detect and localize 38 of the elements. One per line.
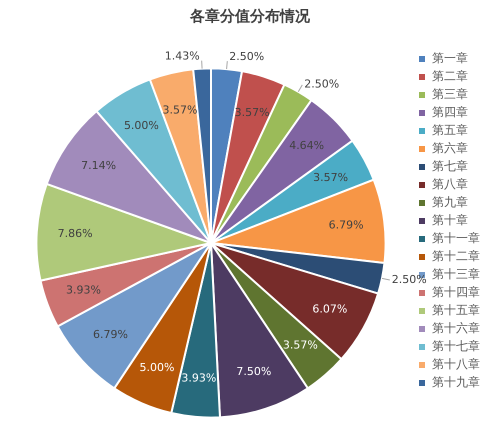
legend-label: 第十九章 bbox=[432, 375, 480, 390]
legend-label: 第十五章 bbox=[432, 303, 480, 318]
data-label: 6.79% bbox=[93, 328, 128, 341]
data-label: 7.14% bbox=[81, 158, 116, 172]
data-label: 5.00% bbox=[139, 360, 174, 374]
data-label: 3.93% bbox=[181, 372, 216, 385]
legend-label: 第十四章 bbox=[432, 285, 480, 300]
legend-label: 第十七章 bbox=[432, 339, 480, 354]
data-label: 7.50% bbox=[236, 365, 272, 378]
data-label: 2.50% bbox=[304, 78, 340, 91]
data-label: 3.57% bbox=[313, 170, 348, 184]
data-label: 3.57% bbox=[234, 106, 270, 120]
data-label: 5.00% bbox=[124, 118, 159, 132]
data-label: 2.50% bbox=[392, 272, 427, 286]
data-label: 6.07% bbox=[312, 302, 348, 316]
legend-label: 第十六章 bbox=[432, 321, 480, 336]
data-label: 6.79% bbox=[328, 218, 364, 232]
data-label: 4.64% bbox=[289, 138, 324, 152]
legend-label: 第七章 bbox=[432, 159, 468, 174]
data-label: 1.43% bbox=[164, 50, 200, 62]
legend-label: 第十八章 bbox=[432, 357, 480, 372]
legend-label: 第十三章 bbox=[432, 267, 480, 282]
legend-label: 第六章 bbox=[432, 141, 468, 156]
legend-label: 第三章 bbox=[432, 87, 468, 102]
data-label: 7.86% bbox=[58, 227, 93, 240]
legend-label: 第二章 bbox=[432, 69, 468, 84]
legend-label: 第四章 bbox=[432, 105, 468, 120]
legend-label: 第十一章 bbox=[432, 231, 480, 246]
legend-label: 第九章 bbox=[432, 195, 468, 210]
legend-label: 第十二章 bbox=[432, 249, 480, 264]
chart-title: 各章分值分布情况 bbox=[189, 6, 311, 25]
legend-label: 第十章 bbox=[432, 213, 468, 228]
data-label: 3.93% bbox=[66, 284, 101, 297]
data-label: 3.57% bbox=[282, 338, 318, 352]
legend-label: 第一章 bbox=[432, 51, 468, 66]
legend-label: 第八章 bbox=[432, 177, 468, 192]
data-label: 2.50% bbox=[229, 50, 264, 63]
legend-label: 第五章 bbox=[432, 123, 468, 138]
